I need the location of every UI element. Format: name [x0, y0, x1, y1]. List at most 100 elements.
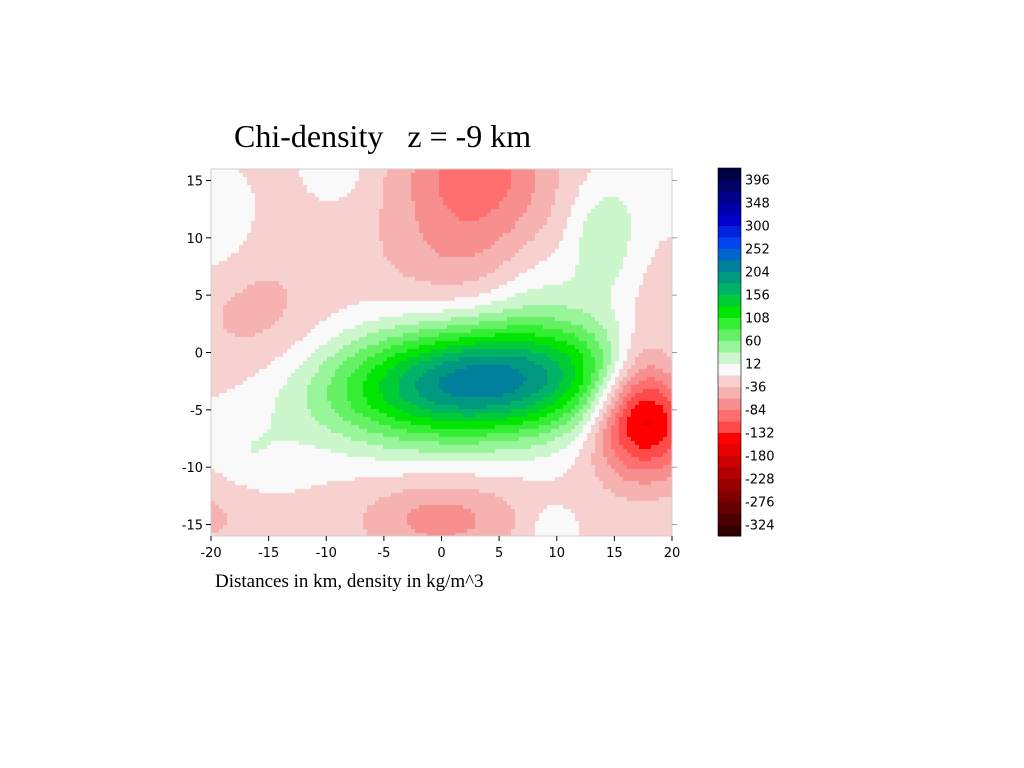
- contour-cell: [639, 209, 644, 214]
- contour-cell: [383, 329, 388, 334]
- contour-cell: [479, 229, 484, 234]
- contour-cell: [627, 201, 632, 206]
- contour-cell: [407, 273, 412, 278]
- contour-cell: [611, 285, 616, 290]
- contour-cell: [531, 213, 536, 218]
- contour-cell: [367, 221, 372, 226]
- contour-cell: [619, 321, 624, 326]
- contour-cell: [667, 217, 672, 222]
- contour-cell: [439, 173, 444, 178]
- contour-cell: [647, 257, 652, 262]
- contour-cell: [243, 197, 248, 202]
- contour-cell: [627, 317, 632, 322]
- contour-cell: [295, 289, 300, 294]
- contour-cell: [435, 285, 440, 290]
- contour-cell: [547, 189, 552, 194]
- contour-cell: [383, 325, 388, 330]
- contour-cell: [335, 253, 340, 258]
- contour-cell: [495, 253, 500, 258]
- contour-cell: [303, 333, 308, 338]
- contour-cell: [463, 185, 468, 190]
- contour-cell: [599, 309, 604, 314]
- contour-cell: [259, 185, 264, 190]
- contour-cell: [411, 301, 416, 306]
- contour-cell: [427, 169, 432, 174]
- contour-cell: [631, 197, 636, 202]
- contour-cell: [379, 297, 384, 302]
- contour-cell: [555, 305, 560, 310]
- contour-cell: [399, 297, 404, 302]
- contour-cell: [215, 333, 220, 338]
- contour-cell: [355, 313, 360, 318]
- contour-cell: [639, 329, 644, 334]
- contour-cell: [355, 185, 360, 190]
- contour-cell: [563, 225, 568, 230]
- contour-cell: [563, 277, 568, 282]
- contour-cell: [407, 313, 412, 318]
- contour-cell: [443, 177, 448, 182]
- contour-cell: [607, 205, 612, 210]
- contour-cell: [511, 201, 516, 206]
- contour-cell: [287, 189, 292, 194]
- contour-cell: [539, 329, 544, 334]
- contour-cell: [367, 177, 372, 182]
- contour-cell: [435, 293, 440, 298]
- contour-cell: [591, 321, 596, 326]
- contour-cell: [455, 205, 460, 210]
- contour-cell: [599, 281, 604, 286]
- contour-cell: [379, 301, 384, 306]
- contour-cell: [495, 205, 500, 210]
- contour-cell: [635, 233, 640, 238]
- contour-cell: [299, 309, 304, 314]
- contour-cell: [423, 329, 428, 334]
- contour-cell: [463, 325, 468, 330]
- contour-cell: [647, 285, 652, 290]
- contour-cell: [327, 329, 332, 334]
- contour-cell: [363, 305, 368, 310]
- contour-cell: [399, 309, 404, 314]
- contour-cell: [667, 213, 672, 218]
- contour-cell: [639, 309, 644, 314]
- contour-cell: [259, 181, 264, 186]
- contour-cell: [475, 333, 480, 338]
- contour-cell: [299, 193, 304, 198]
- contour-cell: [391, 289, 396, 294]
- contour-cell: [315, 333, 320, 338]
- contour-cell: [587, 209, 592, 214]
- contour-cell: [571, 277, 576, 282]
- contour-cell: [427, 317, 432, 322]
- contour-cell: [555, 281, 560, 286]
- contour-cell: [399, 321, 404, 326]
- contour-cell: [419, 301, 424, 306]
- contour-cell: [255, 273, 260, 278]
- contour-cell: [359, 221, 364, 226]
- contour-cell: [471, 181, 476, 186]
- contour-cell: [647, 181, 652, 186]
- contour-cell: [607, 217, 612, 222]
- contour-cell: [319, 241, 324, 246]
- contour-cell: [227, 233, 232, 238]
- contour-cell: [439, 337, 444, 342]
- contour-cell: [307, 177, 312, 182]
- contour-cell: [451, 249, 456, 254]
- contour-cell: [539, 193, 544, 198]
- contour-cell: [447, 325, 452, 330]
- contour-cell: [231, 269, 236, 274]
- contour-cell: [247, 201, 252, 206]
- contour-cell: [259, 225, 264, 230]
- contour-cell: [555, 233, 560, 238]
- contour-cell: [463, 249, 468, 254]
- contour-cell: [611, 225, 616, 230]
- contour-cell: [355, 257, 360, 262]
- contour-cell: [431, 177, 436, 182]
- contour-cell: [399, 277, 404, 282]
- contour-cell: [591, 233, 596, 238]
- contour-cell: [619, 217, 624, 222]
- contour-cell: [371, 325, 376, 330]
- contour-cell: [451, 197, 456, 202]
- contour-cell: [335, 329, 340, 334]
- contour-cell: [515, 333, 520, 338]
- contour-cell: [335, 229, 340, 234]
- contour-cell: [539, 221, 544, 226]
- contour-cell: [391, 293, 396, 298]
